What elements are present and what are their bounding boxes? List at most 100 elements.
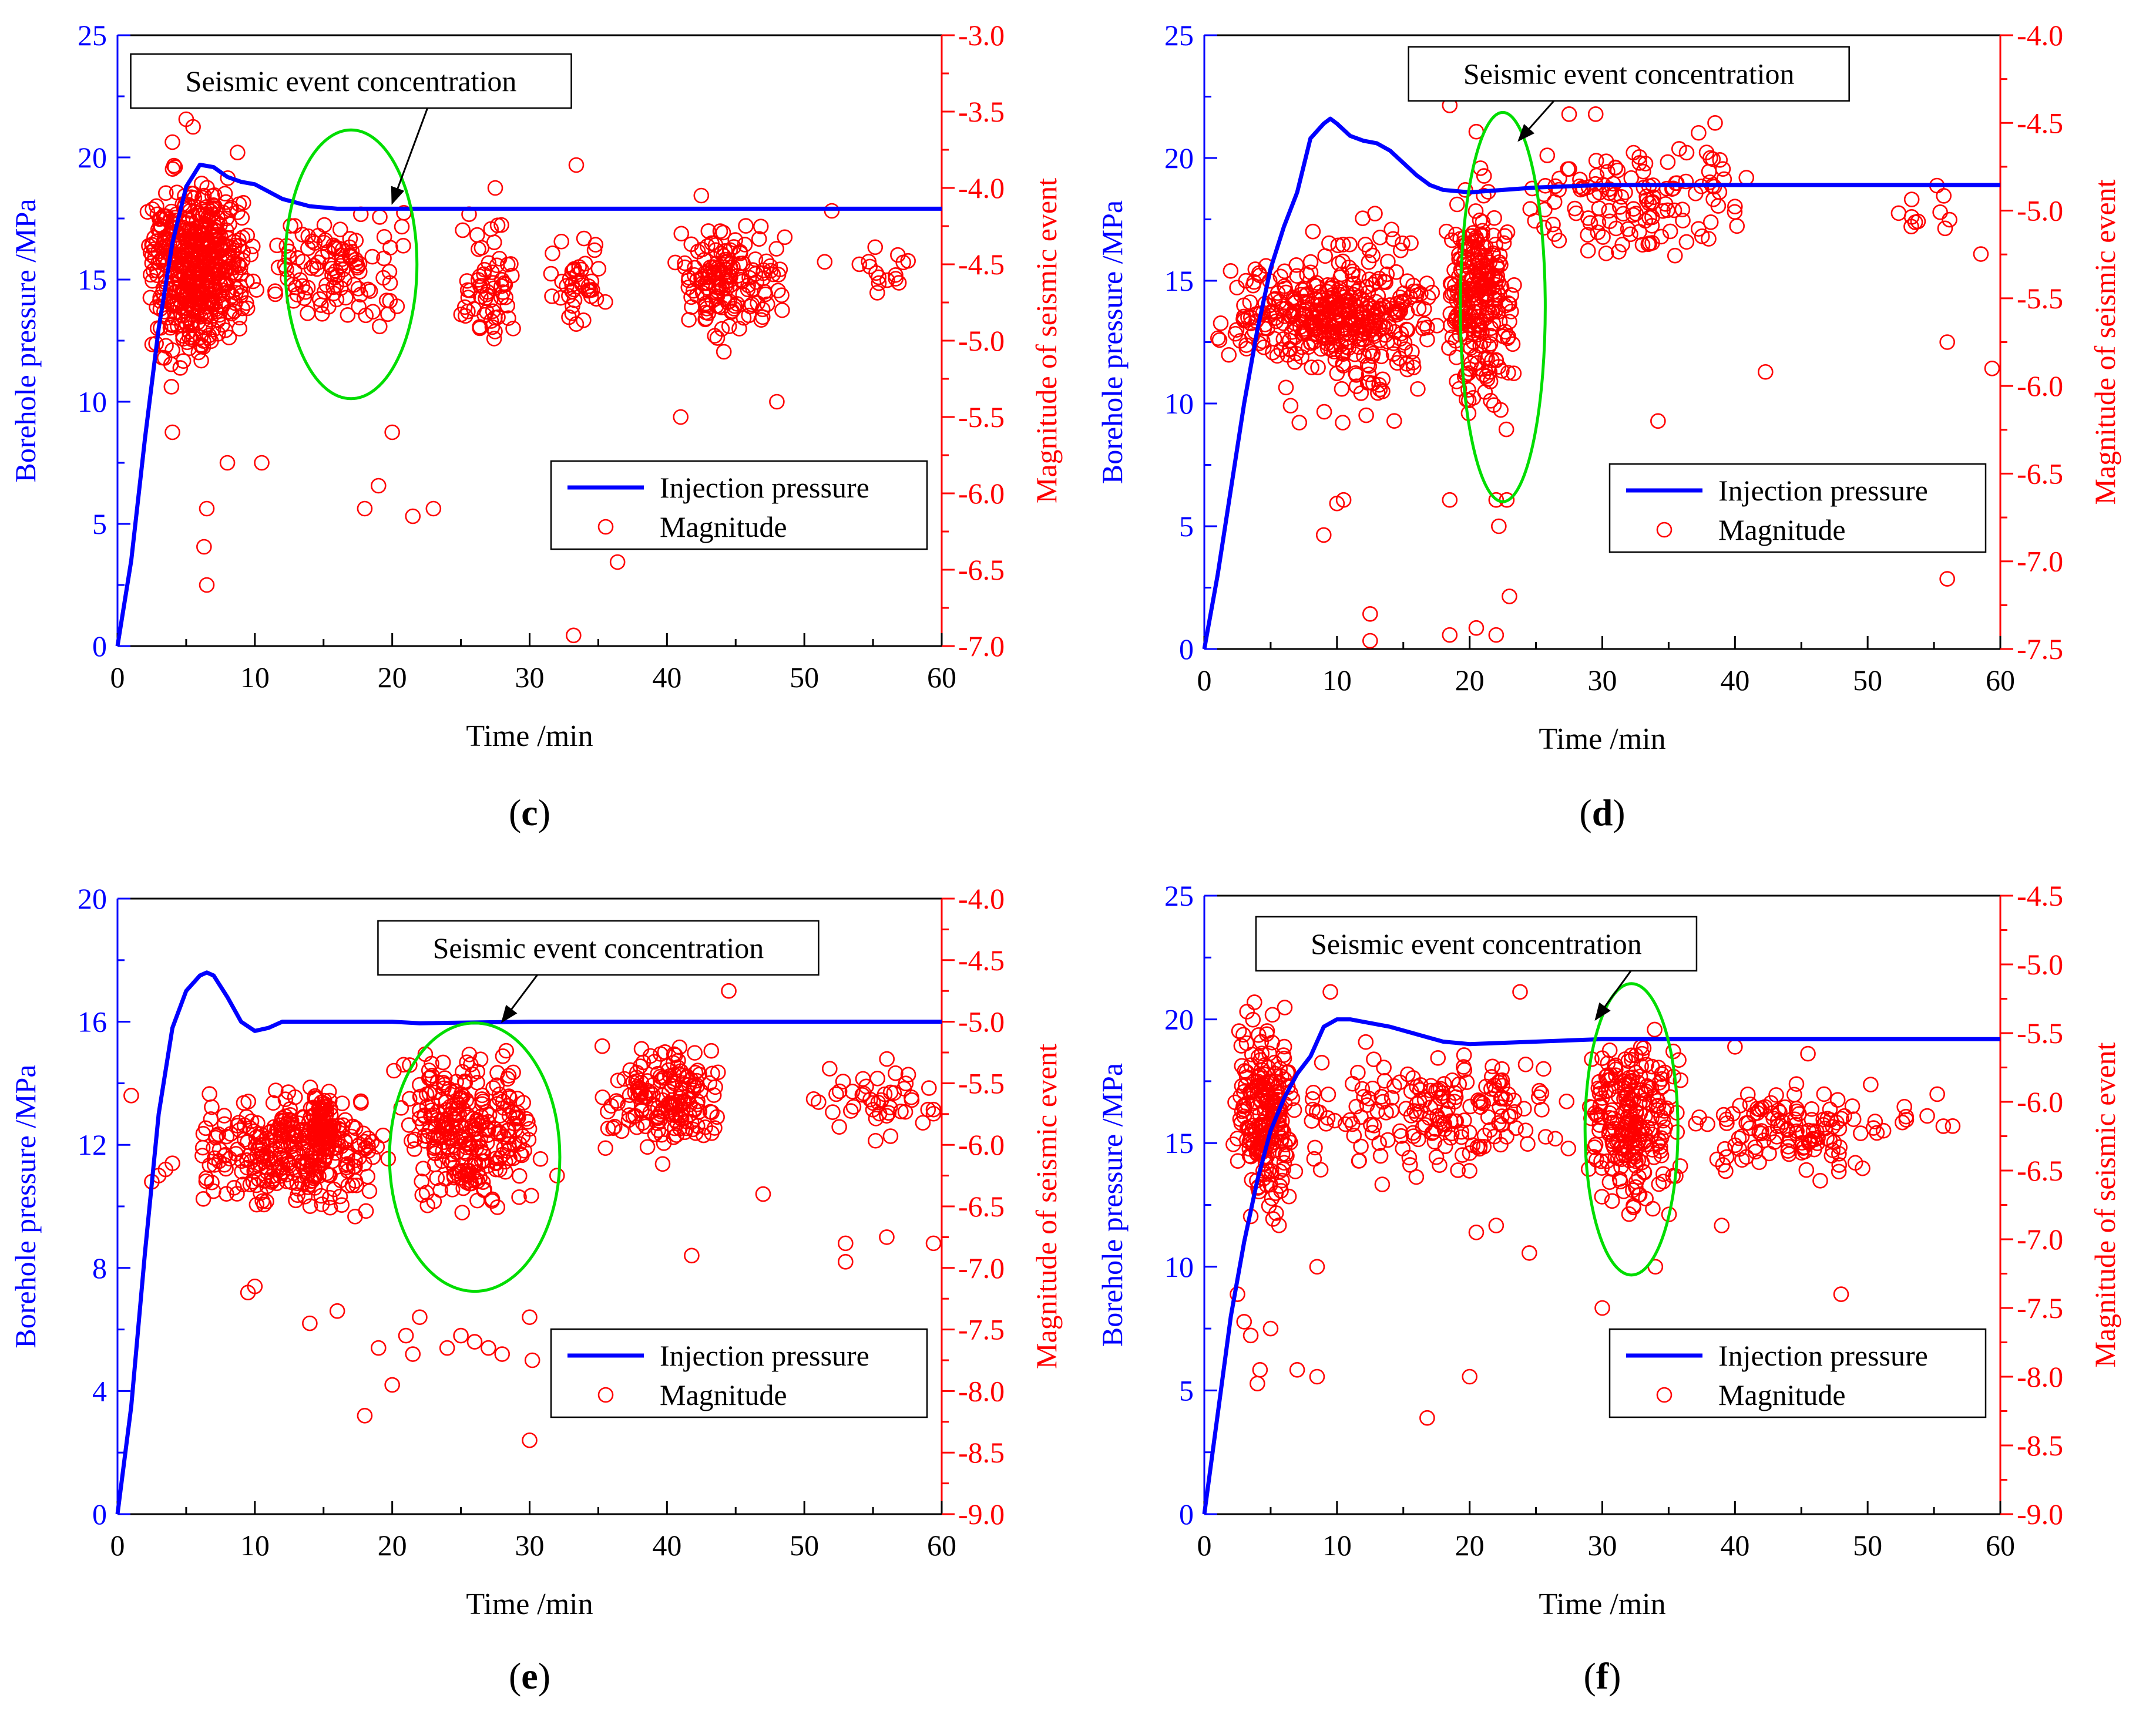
magnitude-point	[627, 1108, 643, 1124]
magnitude-point	[1638, 189, 1654, 204]
legend-marker-swatch	[597, 519, 614, 535]
magnitude-point	[479, 1121, 495, 1136]
magnitude-point	[1416, 301, 1432, 317]
magnitude-point	[1617, 1146, 1634, 1163]
magnitude-point	[1430, 1050, 1446, 1066]
magnitude-point	[217, 322, 234, 338]
magnitude-point	[1710, 198, 1727, 214]
legend-marker-swatch	[597, 1387, 614, 1403]
magnitude-point	[492, 1150, 508, 1166]
magnitude-point	[1362, 297, 1378, 314]
magnitude-point	[881, 1105, 897, 1121]
magnitude-point	[283, 218, 298, 234]
magnitude-point	[491, 1124, 507, 1140]
magnitude-point	[313, 1094, 330, 1111]
magnitude-point	[630, 1088, 646, 1104]
x-tick-label: 40	[652, 661, 681, 694]
magnitude-point	[484, 319, 501, 335]
magnitude-point	[704, 1104, 720, 1121]
magnitude-point	[1590, 224, 1606, 240]
magnitude-point	[1408, 1169, 1425, 1185]
magnitude-point	[338, 290, 354, 306]
magnitude-point	[188, 270, 204, 285]
magnitude-point	[1560, 1141, 1577, 1156]
magnitude-point	[1385, 231, 1401, 247]
magnitude-point	[464, 1140, 480, 1156]
magnitude-point	[677, 255, 693, 271]
magnitude-point	[193, 176, 210, 191]
annotation-text: Seismic event concentration	[186, 65, 517, 97]
legend-label-pressure: Injection pressure	[1718, 1339, 1928, 1372]
magnitude-point	[384, 424, 400, 440]
magnitude-point	[772, 261, 788, 277]
magnitude-point	[879, 1108, 895, 1124]
magnitude-point	[234, 210, 250, 226]
magnitude-point	[1491, 518, 1507, 534]
magnitude-point	[1580, 227, 1596, 243]
magnitude-point	[904, 1089, 919, 1105]
magnitude-point	[1289, 268, 1305, 284]
annotation-text: Seismic event concentration	[433, 932, 764, 964]
injection-pressure-line	[115, 970, 942, 1515]
right-y-tick-label: -3.0	[958, 19, 1005, 52]
magnitude-point	[1751, 1124, 1768, 1141]
magnitude-point	[532, 1151, 549, 1167]
right-y-tick-label: -5.5	[958, 401, 1005, 433]
magnitude-point	[221, 329, 237, 345]
magnitude-point	[1551, 233, 1567, 248]
magnitude-point	[454, 1205, 471, 1220]
magnitude-point	[1671, 141, 1687, 157]
magnitude-point	[1367, 206, 1383, 221]
magnitude-point	[202, 292, 217, 309]
magnitude-point	[265, 1095, 281, 1111]
magnitude-point	[1594, 1300, 1610, 1316]
magnitude-point	[267, 286, 283, 302]
magnitude-point	[480, 1114, 496, 1130]
magnitude-point	[523, 1188, 539, 1204]
magnitude-point	[654, 1156, 671, 1172]
magnitude-point	[606, 1118, 623, 1135]
left-y-tick-label: 4	[92, 1374, 107, 1407]
annotation-arrow	[1517, 100, 1555, 142]
magnitude-point	[661, 1084, 677, 1100]
magnitude-point	[185, 119, 201, 135]
magnitude-point	[1490, 304, 1506, 320]
right-y-tick-label: -5.0	[958, 1006, 1005, 1038]
magnitude-point	[1812, 1173, 1828, 1189]
magnitude-point	[576, 230, 592, 247]
magnitude-point	[1442, 627, 1458, 643]
magnitude-point	[1473, 227, 1489, 243]
legend-box	[550, 460, 928, 550]
magnitude-point	[710, 1064, 726, 1081]
magnitude-point	[493, 272, 510, 288]
magnitude-point	[202, 1086, 217, 1102]
magnitude-point	[149, 206, 166, 223]
magnitude-point	[1288, 257, 1305, 273]
right-y-tick-label: -4.0	[2017, 19, 2063, 52]
magnitude-point	[1656, 1103, 1673, 1119]
x-axis-label: Time /min	[466, 1588, 593, 1621]
magnitude-point	[524, 1352, 540, 1368]
magnitude-point	[1637, 1126, 1653, 1142]
magnitude-point	[1610, 1150, 1626, 1166]
magnitude-point	[1502, 296, 1517, 312]
magnitude-point	[463, 1057, 479, 1072]
magnitude-point	[305, 258, 322, 274]
magnitude-point	[196, 187, 212, 204]
right-y-tick-label: -4.0	[958, 882, 1005, 915]
magnitude-point	[1360, 284, 1376, 301]
right-y-tick-label: -8.0	[2017, 1360, 2063, 1393]
magnitude-point	[449, 1132, 465, 1149]
left-y-tick-label: 8	[92, 1252, 107, 1284]
magnitude-point	[1702, 174, 1718, 190]
magnitude-point	[1314, 1055, 1330, 1071]
magnitude-point	[1291, 415, 1308, 431]
magnitude-point	[495, 1048, 511, 1064]
magnitude-point	[1411, 301, 1427, 317]
magnitude-point	[1589, 167, 1605, 184]
magnitude-point	[1757, 364, 1774, 380]
magnitude-point	[1305, 223, 1321, 240]
magnitude-point	[1494, 1108, 1510, 1124]
magnitude-point	[1342, 236, 1358, 253]
magnitude-point	[1472, 1093, 1488, 1109]
